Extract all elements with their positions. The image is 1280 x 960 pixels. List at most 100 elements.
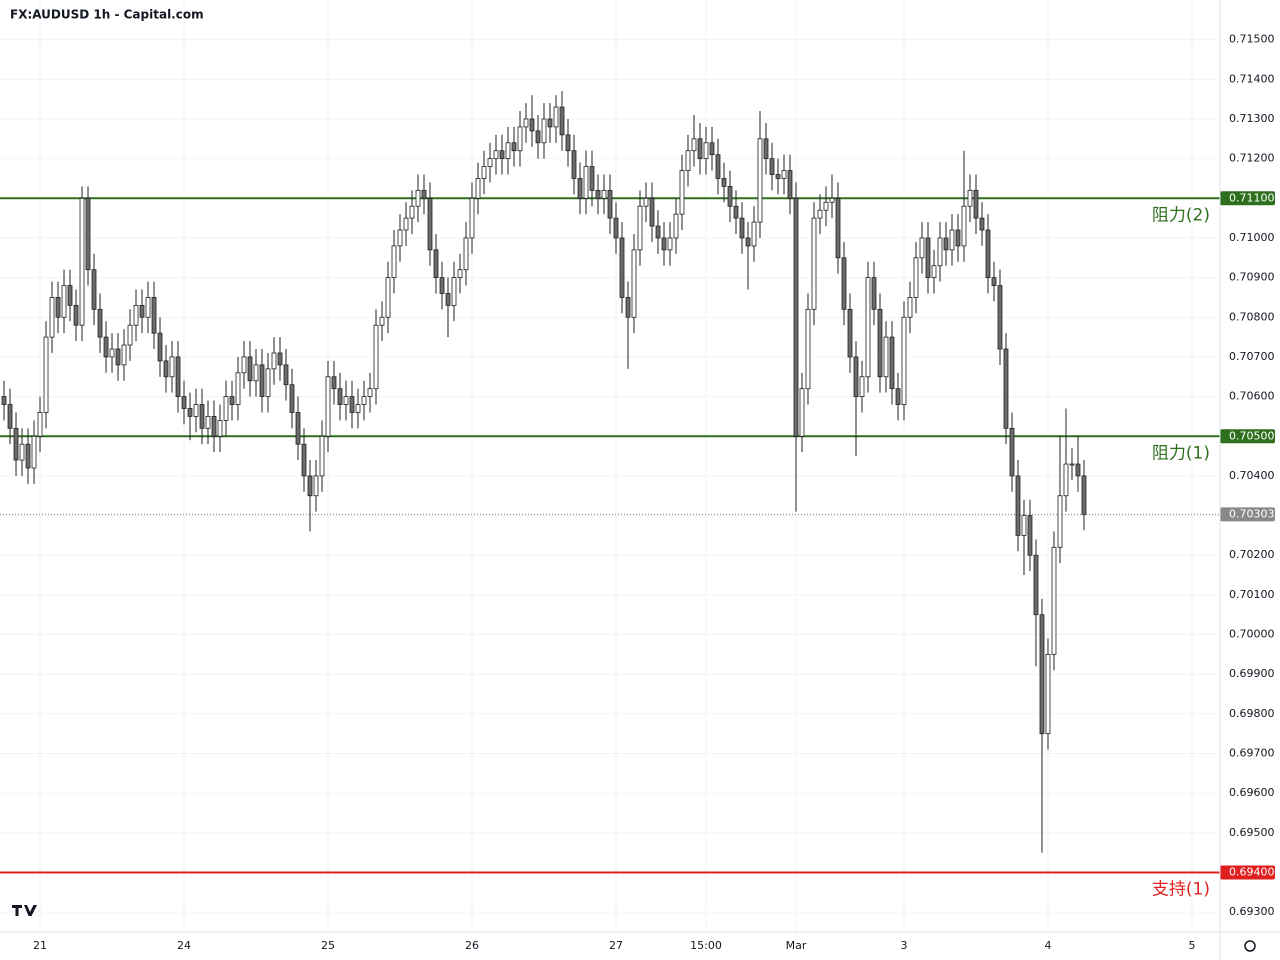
candle-body <box>847 308 853 358</box>
logo-mark <box>12 905 37 916</box>
last-price-tag <box>1220 507 1275 522</box>
candle-body <box>637 205 643 251</box>
candle-body <box>523 118 529 128</box>
candle-body <box>331 376 337 390</box>
candle-body <box>307 475 313 497</box>
candle-body <box>649 197 655 227</box>
candle-body <box>931 265 937 279</box>
candle-body <box>259 364 265 397</box>
level-tag-label: 0.71100 <box>1229 191 1275 204</box>
candle-body <box>811 217 817 310</box>
axes: 0.69300 0.69400 0.69500 0.69600 0.69700 0.698… <box>33 33 1275 952</box>
candle-body <box>439 277 445 294</box>
candle-body <box>1039 614 1045 735</box>
candle-body <box>733 205 739 219</box>
candle-body <box>217 419 223 437</box>
candle-body <box>337 388 343 405</box>
last-price-label: 0.70303 <box>1229 507 1275 520</box>
candle-body <box>1075 463 1081 477</box>
candle-body <box>1003 348 1009 429</box>
candle-body <box>373 324 379 390</box>
candle-body <box>667 237 673 251</box>
candle-body <box>613 217 619 239</box>
candle-body <box>487 158 493 167</box>
candle-body <box>553 106 559 128</box>
candle-body <box>619 237 625 298</box>
candle-body <box>949 229 955 251</box>
candle-body <box>571 150 577 179</box>
x-tick-label: 25 <box>321 939 335 952</box>
candle-body <box>517 126 523 152</box>
candle-body <box>1 396 7 405</box>
candle-body <box>85 197 91 271</box>
x-tick-label: 21 <box>33 939 47 952</box>
candle-body <box>631 249 637 318</box>
candle-body <box>109 348 115 358</box>
candle-body <box>997 285 1003 350</box>
candle-body <box>187 408 193 417</box>
candle-body <box>901 316 907 405</box>
y-tick-label: 0.70000 <box>1229 628 1275 641</box>
candle-body <box>7 404 13 429</box>
candle-body <box>1081 475 1087 515</box>
candle-body <box>1063 463 1069 497</box>
candle-body <box>829 197 835 203</box>
candle-body <box>409 205 415 219</box>
candle-body <box>355 404 361 413</box>
candle-body <box>349 396 355 413</box>
candle-body <box>991 277 997 286</box>
settings-icon[interactable] <box>1244 940 1256 952</box>
candle-body <box>73 304 79 326</box>
candle-body <box>403 217 409 231</box>
candle-body <box>625 297 631 318</box>
y-tick-label: 0.70600 <box>1229 390 1275 403</box>
candle-body <box>463 237 469 271</box>
y-tick-label: 0.69900 <box>1229 667 1275 680</box>
candle-body <box>121 344 127 366</box>
candle-body <box>697 138 703 160</box>
candle-body <box>859 376 865 397</box>
candle-body <box>559 106 565 136</box>
candle-body <box>235 372 241 405</box>
candle-body <box>19 443 25 461</box>
candle-body <box>283 364 289 386</box>
candle-body <box>673 213 679 239</box>
candle-body <box>529 118 535 132</box>
x-tick-label: 4 <box>1044 939 1051 952</box>
y-tick-label: 0.71500 <box>1229 33 1275 46</box>
y-tick-label: 0.71000 <box>1229 231 1275 244</box>
logo <box>12 905 37 916</box>
candle-body <box>49 297 55 338</box>
candle-body <box>157 332 163 362</box>
candle-body <box>55 297 61 318</box>
candle-body <box>91 269 97 310</box>
x-tick-label: 3 <box>900 939 907 952</box>
candle-body <box>367 388 373 397</box>
x-tick-label: 5 <box>1188 939 1195 952</box>
candle-body <box>1009 427 1015 477</box>
candle-body <box>913 257 919 298</box>
candle-body <box>343 396 349 405</box>
candle-body <box>835 197 841 259</box>
candle-body <box>127 324 133 346</box>
settings-gear[interactable] <box>1244 940 1256 952</box>
candle-body <box>505 142 511 160</box>
candle-body <box>1033 554 1039 616</box>
candle-body <box>955 229 961 247</box>
candle-body <box>715 154 721 179</box>
candle-body <box>193 404 199 417</box>
chart-title: FX:AUDUSD 1h - Capital.com <box>10 8 204 22</box>
level-name: 支持(1) <box>1152 880 1210 900</box>
candle-body <box>781 170 787 179</box>
candle-body <box>25 443 31 469</box>
candle-body <box>13 427 19 461</box>
candle-body <box>475 178 481 199</box>
candle-body <box>115 348 121 366</box>
y-tick-label: 0.70700 <box>1229 350 1275 363</box>
candle-body <box>253 364 259 382</box>
level-tag-label: 0.69400 <box>1229 866 1275 879</box>
candle-body <box>1027 515 1033 556</box>
candle-body <box>889 336 895 390</box>
candle-body <box>1021 515 1027 536</box>
